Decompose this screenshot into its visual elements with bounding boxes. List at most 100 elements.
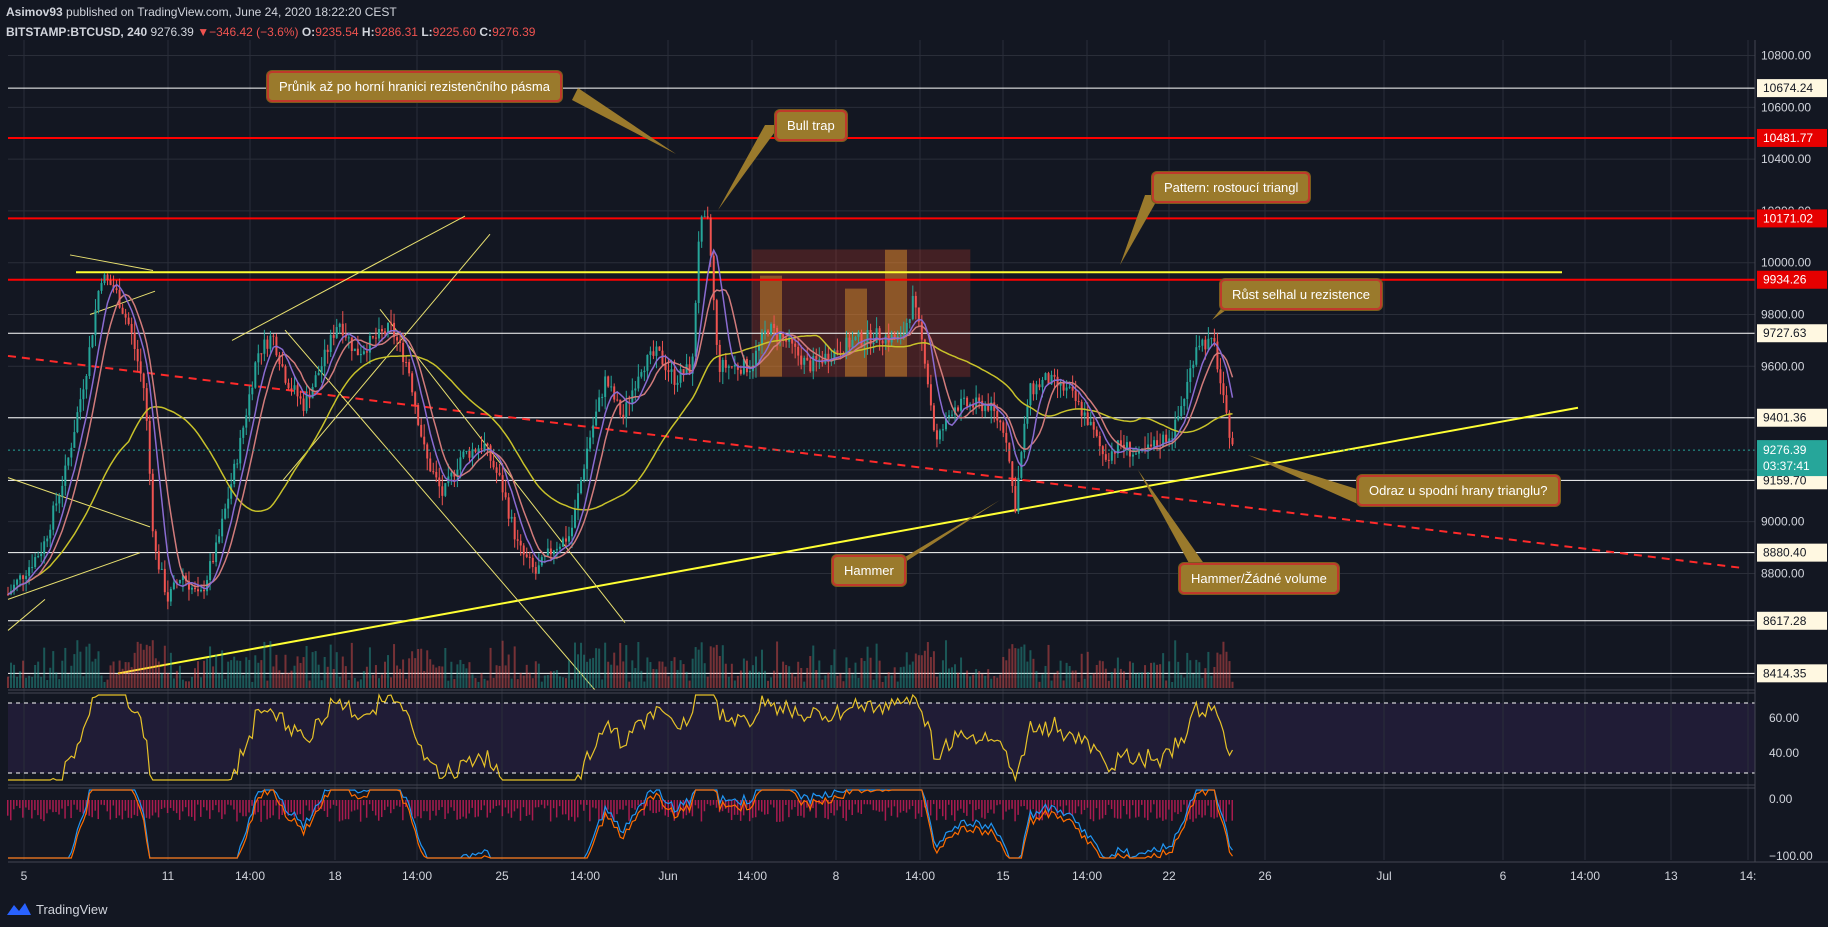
price-chart[interactable]: 5 11 14:00 18 14:00 25 14:00 Jun 14:00 8 14:00 15 14… bbox=[0, 0, 1828, 897]
volume-bar bbox=[748, 670, 751, 688]
macd-histogram-bar bbox=[1023, 800, 1025, 807]
volume-bar bbox=[305, 645, 308, 688]
macd-histogram-bar bbox=[1128, 800, 1131, 819]
volume-bar bbox=[709, 646, 712, 688]
candle-body bbox=[31, 566, 34, 568]
candle-body bbox=[643, 370, 646, 373]
candle-body bbox=[133, 332, 136, 350]
candle-body bbox=[960, 398, 963, 411]
candle-body bbox=[1089, 421, 1092, 426]
macd-histogram-bar bbox=[417, 800, 419, 817]
candle-body bbox=[405, 361, 408, 363]
volume-bar bbox=[947, 668, 950, 688]
macd-histogram-bar bbox=[598, 800, 600, 821]
level-price-tag bbox=[1757, 128, 1827, 147]
macd-histogram-bar bbox=[151, 800, 154, 816]
volume-bar bbox=[1131, 662, 1134, 688]
candle-body bbox=[703, 216, 706, 218]
x-tick-label: 14:00 bbox=[737, 869, 767, 883]
macd-histogram-bar bbox=[812, 800, 814, 809]
volume-bar bbox=[335, 652, 338, 688]
macd-histogram-bar bbox=[1153, 800, 1155, 805]
candle-body bbox=[387, 322, 390, 334]
rsi-band bbox=[8, 703, 1755, 773]
candle-body bbox=[1023, 423, 1026, 453]
macd-histogram-bar bbox=[1138, 800, 1140, 817]
volume-bar bbox=[121, 668, 124, 688]
candle-body bbox=[242, 427, 245, 438]
candle-body bbox=[371, 336, 374, 338]
macd-histogram-bar bbox=[1032, 800, 1034, 810]
candle-body bbox=[555, 548, 558, 551]
rsi-line bbox=[8, 692, 1234, 783]
channel-line bbox=[7, 552, 141, 600]
candle-body bbox=[1165, 434, 1168, 442]
macd-histogram-bar bbox=[748, 800, 751, 822]
candle-body bbox=[640, 372, 643, 377]
candle-body bbox=[365, 351, 368, 353]
macd-histogram-bar bbox=[601, 800, 603, 820]
volume-bar bbox=[824, 675, 827, 688]
macd-histogram-bar bbox=[34, 800, 36, 811]
volume-bar bbox=[438, 666, 441, 688]
macd-histogram-bar bbox=[637, 800, 639, 806]
candle-body bbox=[61, 485, 64, 497]
candle-body bbox=[655, 346, 658, 356]
candle-body bbox=[22, 575, 25, 580]
x-tick-label: 14: bbox=[1740, 869, 1757, 883]
candle-body bbox=[537, 565, 540, 574]
macd-histogram-bar bbox=[302, 800, 305, 821]
candle-body bbox=[73, 432, 76, 448]
volume-bar bbox=[522, 675, 525, 688]
candle-body bbox=[305, 394, 308, 411]
volume-bar bbox=[742, 658, 745, 688]
volume-bar bbox=[920, 655, 923, 688]
volume-bar bbox=[905, 652, 908, 688]
candle-body bbox=[224, 508, 227, 519]
volume-bar bbox=[184, 681, 187, 688]
candle-body bbox=[709, 217, 712, 256]
x-tick-label: 25 bbox=[495, 869, 509, 883]
candle-body bbox=[338, 323, 341, 328]
symbol-label[interactable]: BITSTAMP:BTCUSD, 240 bbox=[6, 25, 148, 39]
volume-bar bbox=[706, 676, 709, 688]
macd-histogram-bar bbox=[1107, 800, 1110, 805]
candle-body bbox=[438, 477, 441, 487]
volume-bar bbox=[245, 657, 248, 688]
footer-brand[interactable]: TradingView bbox=[6, 897, 108, 921]
volume-bar bbox=[139, 643, 142, 688]
macd-histogram-bar bbox=[359, 800, 362, 822]
x-tick-label: 6 bbox=[1500, 869, 1507, 883]
candle-body bbox=[691, 356, 694, 374]
candle-body bbox=[166, 592, 169, 602]
macd-histogram-bar bbox=[902, 800, 905, 811]
candle-body bbox=[1053, 374, 1056, 377]
x-tick-label: 15 bbox=[996, 869, 1010, 883]
candle-body bbox=[818, 359, 821, 361]
volume-bar bbox=[76, 640, 79, 688]
candle-body bbox=[79, 399, 82, 413]
candle-body bbox=[727, 366, 730, 368]
volume-bar bbox=[329, 644, 332, 688]
macd-histogram-bar bbox=[365, 800, 368, 818]
candle-body bbox=[589, 437, 592, 449]
annotation-pointer bbox=[1248, 455, 1360, 505]
volume-bar bbox=[761, 649, 763, 688]
macd-histogram-bar bbox=[788, 800, 790, 818]
candle-body bbox=[1116, 440, 1119, 454]
candle-body bbox=[215, 542, 218, 563]
publisher-name[interactable]: Asimov93 bbox=[6, 5, 63, 19]
candle-body bbox=[570, 527, 573, 537]
macd-histogram-bar bbox=[1074, 800, 1077, 814]
candle-body bbox=[908, 319, 911, 323]
macd-histogram-bar bbox=[905, 800, 908, 813]
candle-body bbox=[429, 458, 432, 472]
volume-bar bbox=[275, 654, 278, 688]
low-label: L: bbox=[421, 25, 433, 39]
volume-bar bbox=[896, 681, 899, 688]
candle-body bbox=[480, 448, 483, 450]
candle-body bbox=[827, 353, 830, 362]
volume-bar bbox=[537, 663, 540, 688]
volume-bar bbox=[911, 661, 914, 688]
volume-bar bbox=[854, 662, 857, 688]
